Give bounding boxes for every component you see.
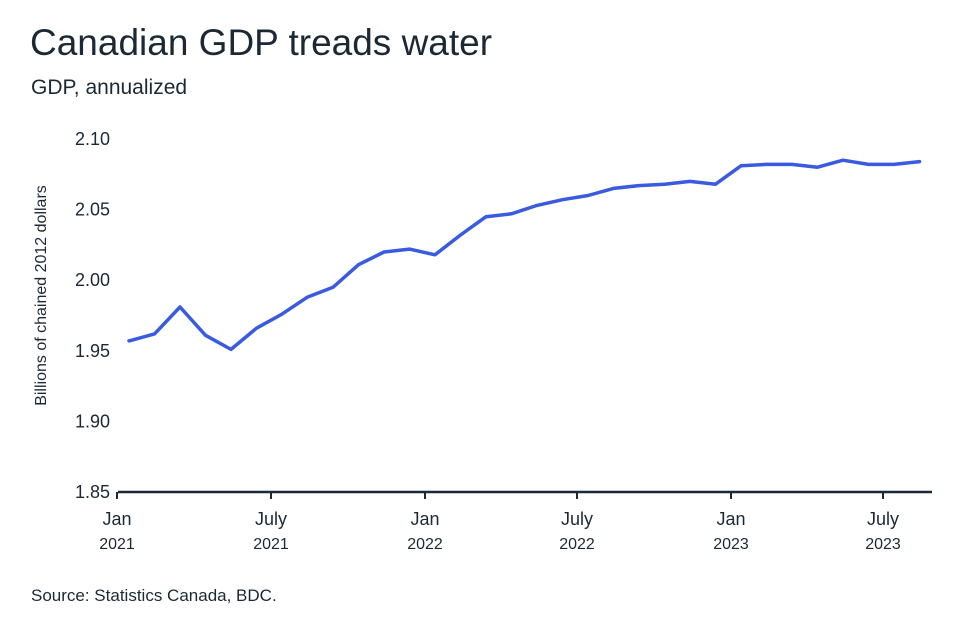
- x-axis-ticks: Jan 2021 July 2021 Jan 2022 July 2022 Jan 2023 Jul…: [99, 492, 901, 553]
- y-tick-label: 1.95: [75, 341, 110, 361]
- x-tick-year-label: 2022: [407, 536, 443, 553]
- x-tick-month-label: July: [561, 509, 593, 529]
- gdp-series-line: [127, 158, 922, 352]
- y-tick-label: 2.00: [75, 270, 110, 290]
- x-tick-month-label: July: [255, 509, 287, 529]
- y-axis-ticks: 1.85 1.90 1.95 2.00 2.05 2.10: [75, 129, 110, 502]
- x-tick-month-label: Jan: [716, 509, 745, 529]
- y-tick-label: 1.90: [75, 411, 110, 431]
- x-tick-year-label: 2022: [559, 536, 595, 553]
- chart-subtitle: GDP, annualized: [31, 76, 188, 99]
- y-tick-label: 1.85: [75, 482, 110, 502]
- x-tick-year-label: 2021: [253, 536, 289, 553]
- x-tick-month-label: Jan: [410, 509, 439, 529]
- chart-title: Canadian GDP treads water: [30, 22, 493, 63]
- x-tick-year-label: 2021: [99, 536, 135, 553]
- source-note: Source: Statistics Canada, BDC.: [31, 586, 277, 605]
- x-tick-year-label: 2023: [713, 536, 749, 553]
- x-tick-year-label: 2023: [865, 536, 901, 553]
- x-tick-month-label: Jan: [102, 509, 131, 529]
- y-tick-label: 2.05: [75, 200, 110, 220]
- y-tick-label: 2.10: [75, 129, 110, 149]
- y-axis-title: Billions of chained 2012 dollars: [33, 185, 50, 406]
- x-tick-month-label: July: [867, 509, 899, 529]
